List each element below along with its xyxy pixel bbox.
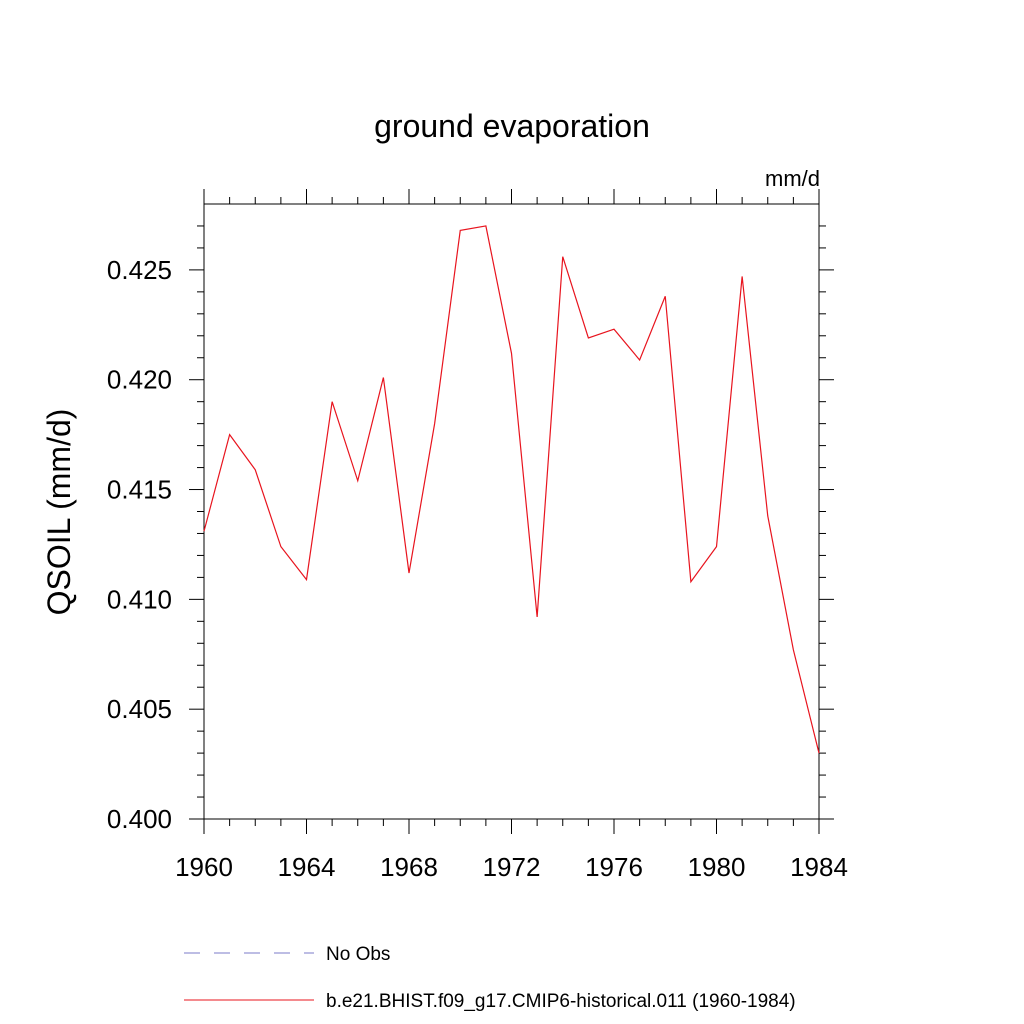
- legend: No Obs b.e21.BHIST.f09_g17.CMIP6-historic…: [184, 944, 796, 1012]
- x-tick-label: 1980: [688, 852, 746, 882]
- y-tick-label: 0.425: [107, 255, 172, 285]
- axis-ticks: [189, 189, 834, 834]
- axis-tick-labels: 1960 1964 1968 1972 1976 1980 1984 0.400 0.405 0.…: [107, 255, 848, 882]
- units-label: mm/d: [765, 166, 820, 191]
- x-tick-label: 1976: [585, 852, 643, 882]
- chart-title: ground evaporation: [374, 108, 650, 144]
- y-axis-label: QSOIL (mm/d): [41, 409, 77, 616]
- series-layer: [203, 225, 820, 754]
- plot-frame: [203, 203, 820, 820]
- x-tick-label: 1964: [278, 852, 336, 882]
- legend-label: No Obs: [326, 944, 390, 965]
- x-tick-label: 1972: [483, 852, 541, 882]
- y-tick-label: 0.415: [107, 475, 172, 505]
- y-tick-label: 0.410: [107, 584, 172, 614]
- legend-label: b.e21.BHIST.f09_g17.CMIP6-historical.011…: [326, 991, 796, 1012]
- series-line: [203, 225, 820, 754]
- y-tick-label: 0.420: [107, 365, 172, 395]
- y-tick-label: 0.400: [107, 804, 172, 834]
- x-tick-label: 1960: [175, 852, 233, 882]
- y-tick-label: 0.405: [107, 694, 172, 724]
- x-tick-label: 1968: [380, 852, 438, 882]
- x-tick-label: 1984: [790, 852, 848, 882]
